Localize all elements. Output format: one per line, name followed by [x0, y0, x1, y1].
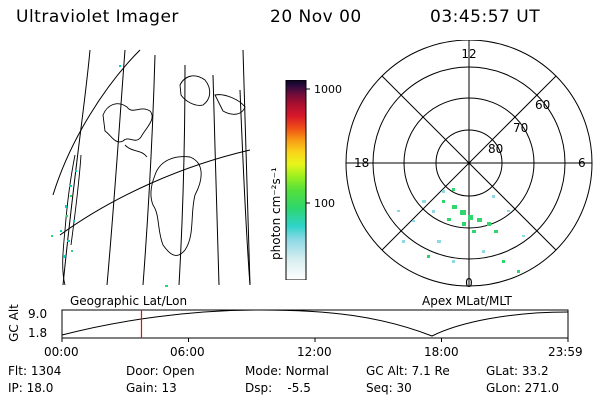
mode-value: Normal [285, 364, 329, 378]
mlt-label-6: 6 [578, 156, 586, 170]
timeline-ylabel: GC Alt [7, 304, 21, 342]
ip-value: 18.0 [26, 381, 54, 395]
glon-label: GLon: [486, 381, 521, 395]
altitude-curve [61, 309, 569, 337]
glat-info: GLat: 33.2 [486, 364, 549, 378]
tick-0000: 00:00 [44, 345, 79, 359]
lat-label-60: 60 [535, 98, 550, 112]
mode-label: Mode: [245, 364, 282, 378]
door-info: Door: Open [126, 364, 195, 378]
lat-label-80: 80 [488, 142, 503, 156]
timeline-frame [61, 309, 569, 339]
mlt-label-18: 18 [354, 156, 369, 170]
door-label: Door: [126, 364, 159, 378]
date-label: 20 Nov 00 [270, 7, 362, 27]
mlt-label-0: 0 [465, 276, 473, 290]
map-grid-lines [52, 49, 251, 286]
colorbar-label-1000: 1000 [314, 83, 342, 96]
timeline-ymax: 9.0 [28, 307, 48, 321]
mode-info: Mode: Normal [245, 364, 329, 378]
flt-label: Flt: [8, 364, 27, 378]
polar-emission-cyan [397, 190, 525, 263]
gcalt-value: 7.1 Re [411, 364, 450, 378]
polar-panel-label: Apex MLat/MLT [422, 294, 512, 308]
colorbar-label-100: 100 [314, 197, 335, 210]
polar-plot: 12 18 6 0 60 70 80 [345, 40, 593, 290]
tick-2359: 23:59 [548, 345, 583, 359]
lat-label-70: 70 [513, 121, 528, 135]
map-emission-green [51, 195, 168, 287]
seq-label: Seq: [366, 381, 393, 395]
colorbar-unit-label: photon cm⁻²s⁻¹ [269, 167, 283, 260]
dsp-info: Dsp: -5.5 [245, 381, 311, 395]
ip-label: IP: [8, 381, 23, 395]
door-value: Open [162, 364, 195, 378]
geographic-map [51, 49, 251, 287]
gcalt-label: GC Alt: [366, 364, 408, 378]
flt-info: Flt: 1304 [8, 364, 61, 378]
gain-label: Gain: [126, 381, 158, 395]
seq-info: Seq: 30 [366, 381, 412, 395]
dsp-label: Dsp: [245, 381, 273, 395]
seq-value: 30 [396, 381, 412, 395]
colorbar-gradient [285, 80, 307, 280]
glon-value: 271.0 [524, 381, 559, 395]
glat-label: GLat: [486, 364, 519, 378]
colorbar: 1000 100 photon cm⁻²s⁻¹ [269, 80, 342, 280]
mlt-label-12: 12 [461, 47, 476, 61]
gain-value: 13 [161, 381, 177, 395]
flt-value: 1304 [30, 364, 62, 378]
altitude-timeline [61, 309, 569, 342]
polar-emission-green [427, 188, 520, 273]
timeline-ymin: 1.8 [28, 326, 48, 340]
glat-value: 33.2 [521, 364, 549, 378]
tick-1800: 18:00 [424, 345, 459, 359]
map-emission-dots [60, 65, 121, 258]
geographic-panel-label: Geographic Lat/Lon [70, 294, 188, 308]
time-label: 03:45:57 UT [430, 7, 541, 27]
tick-0600: 06:00 [170, 345, 205, 359]
dsp-value: -5.5 [287, 381, 311, 395]
ip-info: IP: 18.0 [8, 381, 53, 395]
glon-info: GLon: 271.0 [486, 381, 559, 395]
continent-outlines [62, 75, 246, 286]
instrument-title: Ultraviolet Imager [16, 7, 179, 27]
gain-info: Gain: 13 [126, 381, 177, 395]
timeline-ticks [61, 338, 569, 342]
gcalt-info: GC Alt: 7.1 Re [366, 364, 450, 378]
polar-grid [345, 40, 593, 287]
tick-1200: 12:00 [297, 345, 332, 359]
